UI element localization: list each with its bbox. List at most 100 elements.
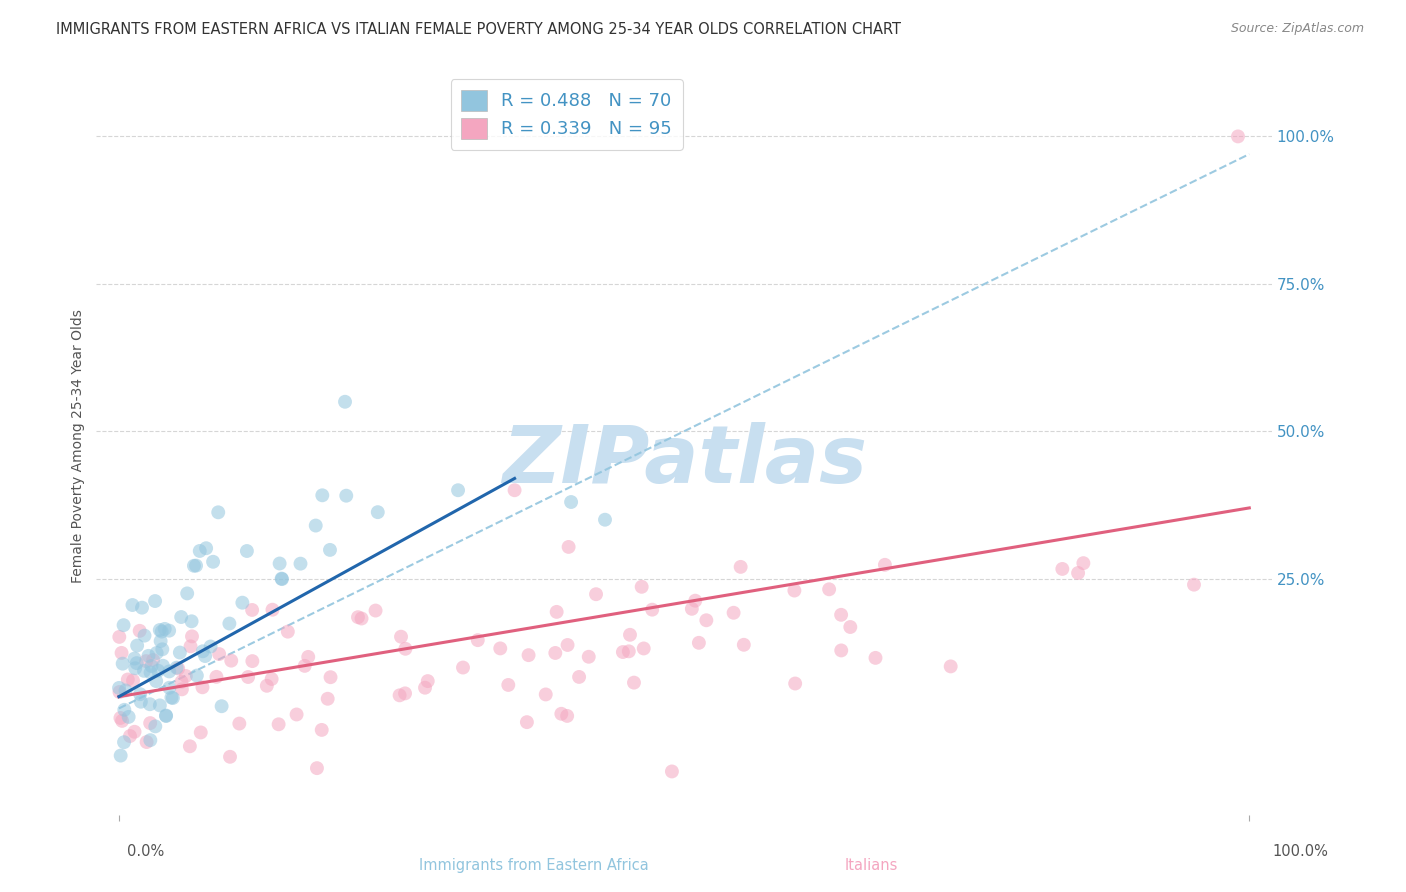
Point — [162, 690, 184, 705]
Point — [112, 703, 135, 717]
Point — [157, 681, 180, 695]
Point — [333, 394, 356, 409]
Point — [413, 681, 436, 695]
Legend: R = 0.488   N = 70, R = 0.339   N = 95: R = 0.488 N = 70, R = 0.339 N = 95 — [450, 79, 683, 150]
Point — [688, 636, 710, 650]
Point — [695, 613, 717, 627]
Point — [181, 629, 204, 643]
Point — [550, 706, 572, 721]
Point — [447, 483, 470, 498]
Point — [188, 544, 211, 558]
Point — [785, 676, 807, 690]
Point — [207, 505, 229, 519]
Point — [194, 648, 217, 663]
Point — [141, 659, 163, 673]
Point — [271, 572, 294, 586]
Point — [149, 623, 172, 637]
Point — [240, 603, 263, 617]
Point — [612, 645, 634, 659]
Point — [135, 735, 157, 749]
Point — [149, 634, 172, 648]
Point — [270, 572, 292, 586]
Point — [730, 560, 752, 574]
Point — [114, 683, 136, 698]
Point — [557, 540, 579, 554]
Point — [1073, 556, 1095, 570]
Point — [160, 690, 183, 705]
Point — [135, 654, 157, 668]
Point — [145, 646, 167, 660]
Point — [319, 670, 342, 684]
Point — [568, 670, 591, 684]
Point — [388, 689, 411, 703]
Point — [110, 646, 132, 660]
Point — [157, 665, 180, 679]
Point — [108, 630, 131, 644]
Point — [150, 624, 173, 639]
Point — [516, 715, 538, 730]
Point — [195, 541, 218, 556]
Point — [1067, 566, 1090, 580]
Point — [290, 557, 312, 571]
Point — [124, 651, 146, 665]
Point — [546, 605, 568, 619]
Point — [219, 749, 242, 764]
Point — [208, 647, 231, 661]
Point — [124, 724, 146, 739]
Point — [319, 542, 342, 557]
Point — [534, 688, 557, 702]
Point — [129, 695, 152, 709]
Point — [180, 615, 202, 629]
Point — [170, 682, 193, 697]
Point — [211, 699, 233, 714]
Point — [228, 716, 250, 731]
Point — [139, 733, 162, 747]
Point — [110, 711, 132, 725]
Point — [311, 723, 333, 737]
Point — [174, 669, 197, 683]
Point — [183, 558, 205, 573]
Text: ZIPatlas: ZIPatlas — [502, 422, 866, 500]
Point — [205, 670, 228, 684]
Point — [143, 719, 166, 733]
Point — [557, 638, 579, 652]
Point — [305, 518, 328, 533]
Point — [145, 674, 167, 689]
Point — [240, 654, 263, 668]
Point — [723, 606, 745, 620]
Text: 0.0%: 0.0% — [127, 845, 163, 859]
Point — [169, 646, 191, 660]
Point — [111, 714, 134, 728]
Point — [150, 642, 173, 657]
Point — [262, 603, 284, 617]
Point — [839, 620, 862, 634]
Point — [139, 665, 162, 680]
Text: IMMIGRANTS FROM EASTERN AFRICA VS ITALIAN FEMALE POVERTY AMONG 25-34 YEAR OLDS C: IMMIGRANTS FROM EASTERN AFRICA VS ITALIA… — [56, 22, 901, 37]
Point — [256, 679, 278, 693]
Point — [202, 555, 225, 569]
Point — [619, 628, 641, 642]
Point — [818, 582, 841, 597]
Point — [335, 489, 357, 503]
Point — [560, 495, 582, 509]
Point — [191, 644, 214, 658]
Point — [578, 649, 600, 664]
Point — [683, 593, 706, 607]
Point — [269, 557, 291, 571]
Point — [277, 624, 299, 639]
Point — [873, 558, 896, 572]
Point — [367, 505, 389, 519]
Point — [180, 640, 202, 654]
Point — [297, 649, 319, 664]
Point — [108, 681, 131, 695]
Text: Immigrants from Eastern Africa: Immigrants from Eastern Africa — [419, 858, 650, 872]
Point — [939, 659, 962, 673]
Point — [633, 641, 655, 656]
Point — [267, 717, 290, 731]
Point — [138, 648, 160, 663]
Point — [112, 735, 135, 749]
Point — [117, 673, 139, 687]
Point — [350, 611, 373, 625]
Point — [191, 680, 214, 694]
Point — [451, 660, 474, 674]
